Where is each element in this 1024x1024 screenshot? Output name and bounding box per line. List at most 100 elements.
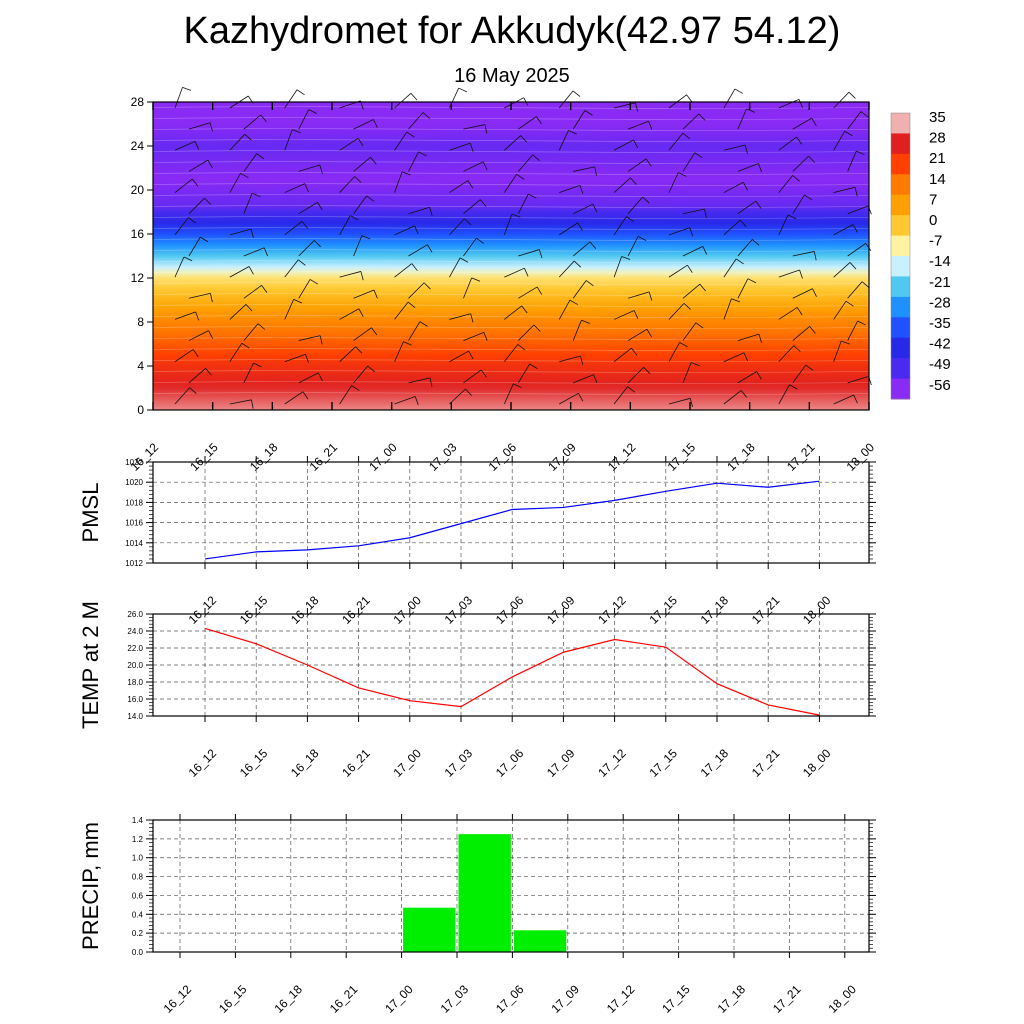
wind-barb [229,266,250,278]
y-tick-label: 1016 [125,519,143,528]
wind-barb-flag [429,207,433,217]
colorbar-label: -56 [929,377,951,394]
wind-barb [613,310,635,320]
wind-barb-flag [631,347,638,356]
wind-barb [668,264,688,278]
temperature-cross-section-panel: 0 4 8 12 16 20 24 28 16_12 16_15 16_18 16_21 17_00 17… [128,86,951,474]
wind-barb [449,142,471,151]
wind-barb-flag [188,217,196,224]
contour-line [152,194,870,197]
wind-barb-flag [418,151,427,157]
wind-barb-flag [854,187,858,197]
wind-barb [833,262,851,278]
wind-barb [723,258,737,278]
wind-barb-flag [245,304,253,312]
panel-frame [152,819,870,953]
wind-barb-flag [740,390,748,398]
wind-barb [517,193,529,214]
x-tick-label: 17_03 [442,746,476,780]
wind-barb [174,349,194,363]
wind-barb [778,99,800,109]
wind-barb-flag [209,122,214,132]
contour-line [152,150,870,153]
wind-barb [298,240,315,257]
wind-barb [353,235,363,257]
wind-barb-flag [704,209,707,219]
x-tick-label: 18_00 [825,982,859,1016]
wind-barb [613,386,628,405]
colorbar-swatch [891,215,910,237]
wind-barb-flag [373,119,378,128]
x-tick-label: 17_06 [493,746,527,780]
wind-barb-flag [524,268,529,277]
contour-line [152,293,870,296]
wind-barb [463,237,477,257]
wind-barb [833,300,847,320]
wind-barb-flag [584,110,593,116]
wind-barb-flag [257,323,266,330]
wind-barb [668,303,685,320]
x-tick-label: 17_12 [595,746,629,780]
wind-barb-flag [422,112,431,119]
colorbar-frame [890,112,911,400]
wind-barb-flag [687,264,693,273]
wind-barb [394,396,416,405]
heatmap-x-tick-label: 18_00 [844,440,878,474]
wind-barb-flag [691,362,700,367]
wind-barb [572,241,591,257]
wind-barb [627,367,644,384]
wind-barb-flag [192,349,199,358]
heatmap-x-tick-label: 16_21 [307,440,341,474]
wind-barb [778,269,800,278]
wind-barb [229,228,252,236]
wind-barb [518,154,534,172]
wind-barb [778,345,795,362]
wind-barb [504,267,525,278]
wind-barb [723,390,742,405]
wind-barb [572,280,587,299]
wind-barb [503,174,517,193]
precip-bar [513,930,567,952]
wind-barb [682,152,695,172]
wind-barb-flag [698,113,706,121]
wind-barb [229,133,246,151]
colorbar-label: 14 [929,171,946,188]
wind-barb-flag [479,199,487,207]
wind-barb [627,236,639,257]
contour-line [152,392,870,395]
y-tick-label: 1020 [125,478,143,487]
wind-barb [463,161,484,172]
contour-line [152,260,870,263]
wind-barb [394,225,415,236]
wind-barb-flag [319,335,323,345]
wind-barb-flag [813,251,817,261]
wind-barb [243,323,259,341]
wind-barb-flag [296,89,305,96]
x-tick-label: 17_21 [770,982,804,1016]
x-tick-label: 16_21 [327,982,361,1016]
wind-barb [682,322,697,341]
y-tick-label: 0.4 [132,910,144,919]
wind-barb-flag [480,369,487,378]
x-tick-label: 16_15 [216,982,250,1016]
wind-barb-flag [414,396,419,406]
wind-barb [284,353,306,363]
wind-barb-flag [317,202,323,211]
wind-barb [339,308,360,320]
wind-barb [792,194,805,214]
colorbar-label: 7 [929,191,937,208]
panel-frame [152,461,870,564]
contour-line [152,139,870,142]
x-tick-label: 17_12 [595,593,629,627]
heatmap-x-tick-label: 17_15 [665,440,699,474]
wind-barb-flag [427,244,433,253]
chart-subtitle: 16 May 2025 [454,65,570,87]
colorbar-label: -35 [929,315,951,332]
wind-barb [284,129,293,151]
colorbar-label: -21 [929,274,951,291]
wind-barb [394,301,409,320]
colorbar-swatch [891,337,910,359]
wind-barb [463,124,486,130]
contour-line [152,359,870,362]
wind-barb-flag [633,310,639,319]
